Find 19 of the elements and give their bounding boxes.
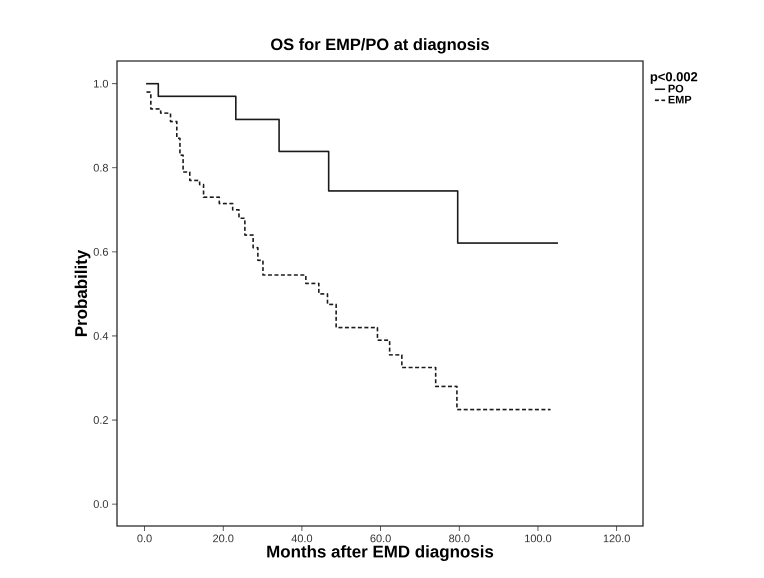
- x-axis-title: Months after EMD diagnosis: [267, 545, 494, 561]
- y-tick-label: 1.0: [94, 80, 108, 88]
- y-tick-label: 0.2: [94, 416, 108, 424]
- legend-label: PO: [668, 84, 684, 92]
- legend-title: p<0.002: [650, 72, 698, 84]
- x-tick-label: 100.0: [525, 534, 552, 542]
- y-tick-label: 0.4: [94, 332, 108, 340]
- x-tick-label: 60.0: [370, 534, 391, 542]
- chart-title: OS for EMP/PO at diagnosis: [271, 38, 489, 54]
- y-tick-label: 0.8: [94, 164, 108, 172]
- x-tick-label: 20.0: [213, 534, 234, 542]
- y-axis-title: Probability: [74, 250, 90, 336]
- x-tick-label: 0.0: [137, 534, 152, 542]
- x-tick-label: 120.0: [604, 534, 630, 542]
- x-tick-label: 40.0: [291, 534, 312, 542]
- y-tick-label: 0.6: [94, 248, 108, 256]
- legend-label: EMP: [668, 96, 692, 104]
- y-tick-label: 0.0: [94, 500, 108, 508]
- x-tick-label: 80.0: [449, 534, 470, 542]
